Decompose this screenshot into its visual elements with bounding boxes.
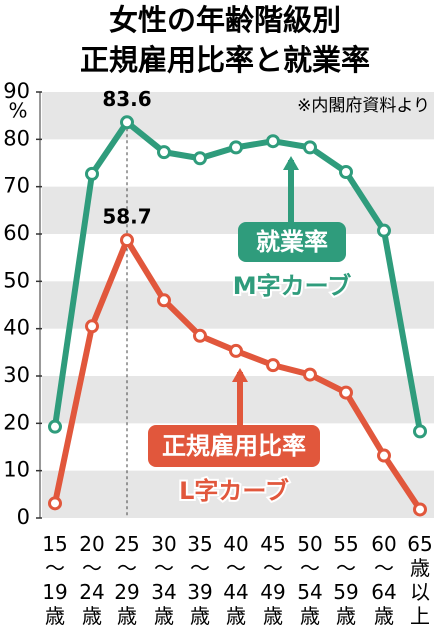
x-tick-label: 20 ～ 24 歳 bbox=[79, 532, 104, 628]
curve-label: M字カーブ bbox=[233, 272, 351, 300]
callout-arrow bbox=[283, 156, 299, 170]
data-point bbox=[413, 424, 427, 439]
chart-subtitle: 正規雇用比率と就業率 bbox=[80, 43, 370, 77]
x-tick-label: 30 ～ 34 歳 bbox=[151, 532, 176, 628]
y-tick-label: 50 bbox=[3, 268, 30, 292]
x-tick-label: 15 ～ 19 歳 bbox=[42, 532, 67, 628]
x-tick-label: 40 ～ 44 歳 bbox=[223, 532, 248, 628]
y-tick-label: 0 bbox=[17, 505, 30, 529]
y-tick-label: 40 bbox=[3, 316, 30, 340]
data-point bbox=[48, 419, 62, 434]
legend-box bbox=[148, 425, 320, 467]
data-label: 83.6 bbox=[102, 87, 151, 111]
x-tick-label: 50 ～ 54 歳 bbox=[297, 532, 322, 628]
grid-band bbox=[42, 186, 434, 234]
grid-band bbox=[42, 92, 434, 140]
x-tick-label: 45 ～ 49 歳 bbox=[260, 532, 285, 628]
curve-label: L字カーブ bbox=[179, 477, 289, 505]
data-point bbox=[377, 448, 391, 463]
data-point bbox=[157, 293, 171, 308]
data-point bbox=[120, 115, 134, 130]
legend-label: 正規雇用比率 bbox=[162, 432, 306, 460]
data-point bbox=[413, 502, 427, 517]
data-point bbox=[193, 328, 207, 343]
y-unit: % bbox=[8, 99, 27, 123]
data-point bbox=[229, 140, 243, 155]
y-tick-label: 30 bbox=[3, 363, 30, 387]
legend-label: 就業率 bbox=[256, 228, 328, 256]
x-tick-label: 55 ～ 59 歳 bbox=[333, 532, 358, 628]
data-label: 58.7 bbox=[102, 205, 151, 229]
y-tick-label: 60 bbox=[3, 221, 30, 245]
x-tick-label: 60 ～ 64 歳 bbox=[371, 532, 396, 628]
data-point bbox=[339, 385, 353, 400]
data-point bbox=[157, 145, 171, 160]
data-point bbox=[339, 164, 353, 179]
legend-box bbox=[238, 222, 346, 262]
x-tick-label: 65 歳以上 bbox=[407, 532, 432, 628]
y-tick-label: 20 bbox=[3, 410, 30, 434]
data-point bbox=[85, 319, 99, 334]
source-note: ※内閣府資料より bbox=[297, 96, 430, 116]
data-point bbox=[303, 367, 317, 382]
data-point bbox=[48, 496, 62, 511]
y-tick-label: 70 bbox=[3, 174, 30, 198]
data-point bbox=[266, 134, 280, 149]
data-point bbox=[193, 151, 207, 166]
data-point bbox=[229, 343, 243, 358]
y-tick-label: 90 bbox=[3, 79, 30, 103]
chart-title: 女性の年齢階級別 bbox=[109, 3, 341, 37]
x-tick-label: 25 ～ 29 歳 bbox=[114, 532, 139, 628]
data-point bbox=[85, 166, 99, 181]
grid-band bbox=[42, 470, 434, 518]
y-tick-label: 80 bbox=[3, 126, 30, 150]
y-tick-label: 10 bbox=[3, 458, 30, 482]
data-point bbox=[377, 223, 391, 238]
data-point bbox=[266, 358, 280, 373]
callout-arrow bbox=[232, 368, 248, 382]
x-tick-label: 35 ～ 39 歳 bbox=[187, 532, 212, 628]
data-point bbox=[120, 233, 134, 248]
data-point bbox=[303, 140, 317, 155]
